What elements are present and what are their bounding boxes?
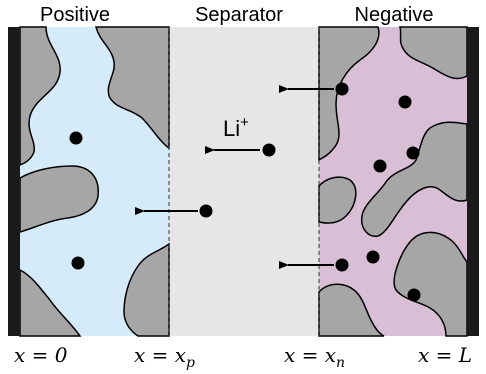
separator-region	[169, 27, 319, 336]
ion-dot-positive-1	[69, 131, 83, 145]
label-separator: Separator	[195, 4, 283, 26]
label-x-xp-sub: p	[186, 355, 195, 371]
label-x-xn-base: x = x	[284, 343, 336, 367]
negative-particle-mid-right	[360, 121, 468, 237]
positive-particle-bottom-right	[123, 242, 170, 337]
positive-particle-bottom-left	[19, 268, 82, 337]
label-positive: Positive	[40, 4, 110, 26]
negative-particle-bottom-right	[393, 231, 468, 337]
negative-particle-top-left	[318, 26, 380, 162]
ion-dot-negative-2	[398, 95, 412, 109]
ion-label-base: Li	[223, 116, 240, 141]
positive-particles	[19, 26, 170, 337]
ion-dot-positive-2	[71, 256, 85, 270]
positive-particle-mid	[19, 165, 99, 233]
ion-dot-separator-2	[199, 204, 213, 218]
negative-current-collector	[467, 27, 479, 336]
label-x-xp-base: x = x	[134, 343, 186, 367]
ion-dot-negative-5	[366, 250, 380, 264]
label-x-xn-sub: n	[336, 355, 345, 371]
negative-particles	[318, 26, 468, 337]
negative-particle-bottom-left	[318, 283, 385, 337]
ion-dot-negative-7	[407, 288, 421, 302]
ion-dot-negative-6	[335, 258, 349, 272]
negative-particle-top-right	[399, 26, 468, 80]
label-x-xn: x = xn	[284, 343, 345, 371]
label-x-xp: x = xp	[134, 343, 195, 371]
ion-dot-negative-3	[406, 146, 420, 160]
label-x-L: x = L	[418, 343, 472, 367]
label-x-zero: x = 0	[14, 343, 68, 367]
positive-current-collector	[8, 27, 20, 336]
lithium-ions	[69, 82, 421, 302]
ion-arrows	[135, 85, 334, 269]
ion-label-charge: +	[240, 114, 249, 131]
label-negative: Negative	[355, 4, 434, 26]
negative-particle-mid-left	[318, 176, 357, 224]
positive-particle-top-left	[19, 26, 61, 167]
ion-dot-negative-4	[373, 159, 387, 173]
ion-dot-separator-1	[262, 143, 276, 157]
ion-label: Li+	[223, 114, 249, 141]
positive-particle-top-right	[95, 26, 170, 150]
ion-dot-negative-1	[335, 82, 349, 96]
